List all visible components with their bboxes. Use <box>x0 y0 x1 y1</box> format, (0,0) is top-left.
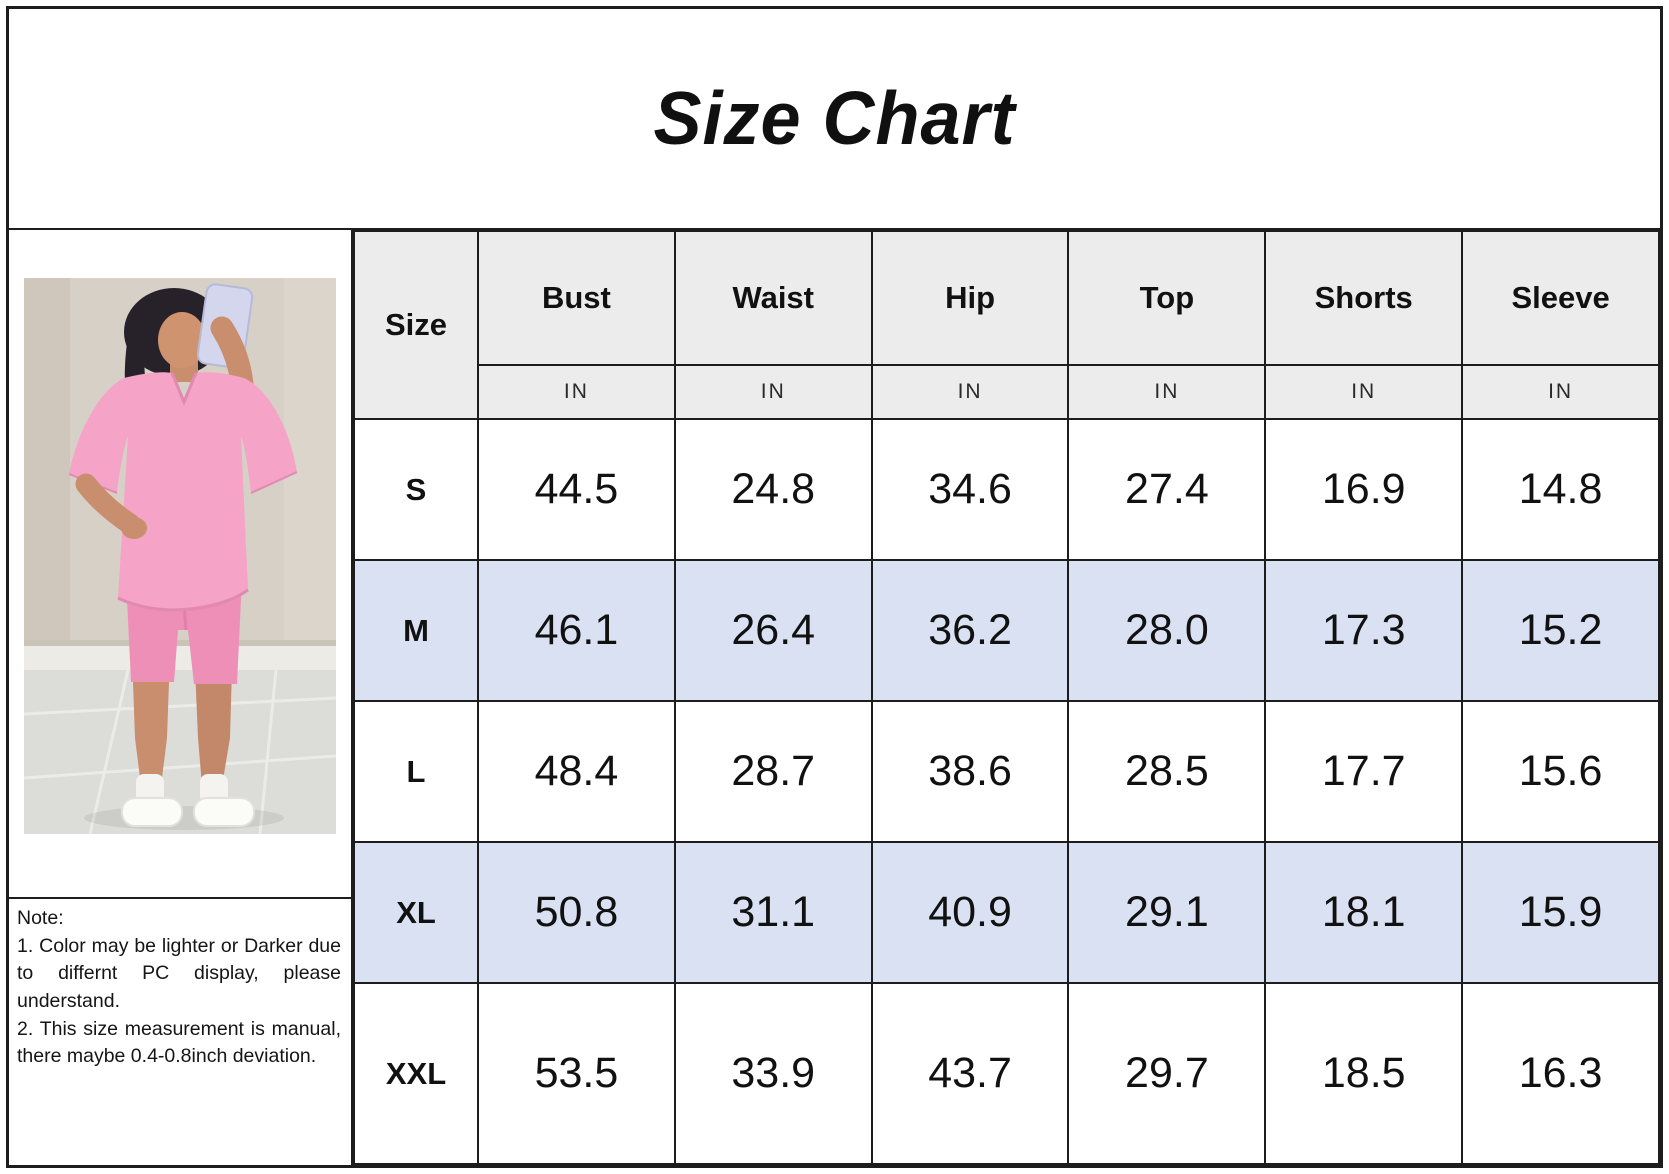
value-cell: 16.3 <box>1461 982 1660 1165</box>
unit-cell: IN <box>1067 364 1267 420</box>
value-cell: 18.1 <box>1264 841 1464 984</box>
unit-row: IN IN IN IN IN IN <box>354 364 1660 420</box>
value-cell: 38.6 <box>870 700 1070 843</box>
value-cell: 17.7 <box>1264 700 1464 843</box>
value-cell: 50.8 <box>477 841 676 984</box>
value-cell: 33.9 <box>673 982 873 1165</box>
column-header-bust: Bust <box>477 230 676 366</box>
value-cell: 15.9 <box>1461 841 1660 984</box>
note-line-2: 2. This size measurement is manual, ther… <box>17 1017 341 1068</box>
size-label: M <box>353 559 479 702</box>
value-cell: 46.1 <box>477 559 676 702</box>
unit-cell: IN <box>1264 364 1464 420</box>
unit-cell: IN <box>1461 364 1660 420</box>
column-header-hip: Hip <box>870 230 1070 366</box>
value-cell: 24.8 <box>673 418 873 561</box>
value-cell: 16.9 <box>1264 418 1464 561</box>
table-row-xl: XL 50.8 31.1 40.9 29.1 18.1 15.9 <box>353 841 1660 984</box>
size-label: S <box>353 418 479 561</box>
value-cell: 31.1 <box>673 841 873 984</box>
value-cell: 29.7 <box>1067 982 1267 1165</box>
table-header-row: Size Bust Waist Hip Top Shorts Sleeve <box>353 230 1660 420</box>
product-photo <box>24 278 336 834</box>
column-header-size: Size <box>353 230 479 420</box>
value-cell: 18.5 <box>1264 982 1464 1165</box>
table-row-m: M 46.1 26.4 36.2 28.0 17.3 15.2 <box>353 559 1660 702</box>
page-title: Size Chart <box>653 76 1016 161</box>
value-cell: 53.5 <box>477 982 676 1165</box>
value-cell: 29.1 <box>1067 841 1267 984</box>
value-cell: 27.4 <box>1067 418 1267 561</box>
content-body: Note: 1. Color may be lighter or Darker … <box>9 230 1660 1165</box>
value-cell: 36.2 <box>870 559 1070 702</box>
unit-cell: IN <box>673 364 873 420</box>
value-cell: 43.7 <box>870 982 1070 1165</box>
value-cell: 14.8 <box>1461 418 1660 561</box>
value-cell: 17.3 <box>1264 559 1464 702</box>
note-line-1: 1. Color may be lighter or Darker due to… <box>17 934 341 1013</box>
size-table: Size Bust Waist Hip Top Shorts Sleeve IN… <box>353 230 1660 1165</box>
value-cell: 28.7 <box>673 700 873 843</box>
value-cell: 15.2 <box>1461 559 1660 702</box>
size-label: XXL <box>353 982 479 1165</box>
column-header-waist: Waist <box>673 230 873 366</box>
value-cell: 48.4 <box>477 700 676 843</box>
value-cell: 34.6 <box>870 418 1070 561</box>
column-header-shorts: Shorts <box>1264 230 1464 366</box>
note-heading: Note: <box>17 907 64 929</box>
title-band: Size Chart <box>9 9 1660 230</box>
size-label: L <box>353 700 479 843</box>
value-cell: 28.0 <box>1067 559 1267 702</box>
column-header-sleeve: Sleeve <box>1461 230 1660 366</box>
table-row-xxl: XXL 53.5 33.9 43.7 29.7 18.5 16.3 <box>353 982 1660 1165</box>
value-cell: 44.5 <box>477 418 676 561</box>
size-label: XL <box>353 841 479 984</box>
unit-cell: IN <box>870 364 1070 420</box>
photo-cell <box>9 230 351 897</box>
note-box: Note: 1. Color may be lighter or Darker … <box>9 897 351 1165</box>
unit-cell: IN <box>477 364 676 420</box>
table-row-l: L 48.4 28.7 38.6 28.5 17.7 15.6 <box>353 700 1660 843</box>
table-row-s: S 44.5 24.8 34.6 27.4 16.9 14.8 <box>353 418 1660 561</box>
left-column: Note: 1. Color may be lighter or Darker … <box>9 230 353 1165</box>
value-cell: 15.6 <box>1461 700 1660 843</box>
outer-frame: Size Chart <box>6 6 1663 1168</box>
value-cell: 26.4 <box>673 559 873 702</box>
value-cell: 40.9 <box>870 841 1070 984</box>
column-header-top: Top <box>1067 230 1267 366</box>
value-cell: 28.5 <box>1067 700 1267 843</box>
